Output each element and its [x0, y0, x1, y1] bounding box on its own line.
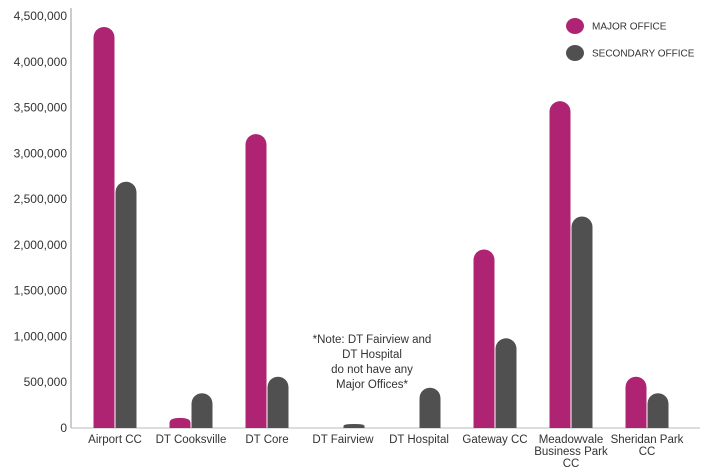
- secondary-office-bar: [647, 393, 669, 428]
- secondary-office-bar: [343, 424, 365, 428]
- y-tick-label: 1,000,000: [14, 329, 68, 343]
- legend-label-secondary-office: SECONDARY OFFICE: [592, 49, 695, 60]
- secondary-office-bar: [191, 393, 213, 428]
- major-office-bar: [549, 101, 571, 429]
- legend: MAJOR OFFICE SECONDARY OFFICE: [566, 18, 695, 61]
- x-category-label: Sheridan Park CC: [611, 434, 684, 458]
- secondary-office-bar: [571, 216, 593, 428]
- x-category-label: DT Hospital: [389, 434, 449, 446]
- x-category-label-line: Business Park: [534, 446, 608, 458]
- x-category-label: Airport CC: [88, 434, 142, 446]
- x-category-label: Gateway CC: [462, 434, 527, 446]
- y-tick-label: 500,000: [24, 375, 68, 389]
- x-category-label: DT Fairview: [312, 434, 374, 446]
- y-tick-label: 0: [60, 421, 67, 435]
- y-tick-label: 4,000,000: [14, 55, 68, 69]
- legend-swatch-major-office: [566, 18, 584, 34]
- x-category-label: DT Cooksville: [156, 434, 227, 446]
- x-category-label: Meadowvale Business Park CC: [534, 434, 608, 470]
- note-text: *Note: DT Fairview and DT Hospital do not …: [313, 334, 432, 391]
- major-office-bar: [169, 417, 191, 428]
- legend-swatch-secondary-office: [566, 45, 584, 61]
- x-category-label-line: Meadowvale: [539, 434, 604, 446]
- x-category-label-line: Gateway CC: [462, 434, 527, 446]
- x-category-label-line: CC: [639, 446, 656, 458]
- x-category-label-line: Airport CC: [88, 434, 142, 446]
- major-office-bar: [93, 26, 115, 429]
- y-tick-label: 3,000,000: [14, 146, 68, 160]
- y-tick-label: 3,500,000: [14, 101, 68, 115]
- bar-marks: [93, 26, 669, 429]
- x-category-label-line: DT Fairview: [312, 434, 374, 446]
- x-category-label: DT Core: [245, 434, 288, 446]
- legend-label-major-office: MAJOR OFFICE: [592, 22, 667, 33]
- x-category-label-line: Sheridan Park: [611, 434, 684, 446]
- secondary-office-bar: [419, 387, 441, 428]
- y-tick-label: 1,500,000: [14, 284, 68, 298]
- major-office-bar: [473, 249, 495, 428]
- x-category-label-line: CC: [563, 458, 580, 470]
- secondary-office-bar: [115, 181, 137, 428]
- note-line: DT Hospital: [342, 349, 402, 361]
- secondary-office-bar: [267, 376, 289, 428]
- y-tick-label: 4,500,000: [14, 9, 68, 23]
- note-line: do not have any: [331, 364, 413, 376]
- x-category-label-line: DT Core: [245, 434, 288, 446]
- major-office-bar: [245, 134, 267, 428]
- y-tick-label: 2,500,000: [14, 192, 68, 206]
- note-line: *Note: DT Fairview and: [313, 334, 432, 346]
- x-category-label-line: DT Hospital: [389, 434, 449, 446]
- note-line: Major Offices*: [336, 379, 409, 391]
- x-axis-category-labels: Airport CC DT Cooksville DT Core DT Fairvie…: [88, 434, 684, 470]
- major-office-bar: [625, 376, 647, 428]
- x-category-label-line: DT Cooksville: [156, 434, 227, 446]
- y-axis-tick-labels: 0 500,000 1,000,000 1,500,000 2,000,000 2,500…: [14, 9, 68, 435]
- y-tick-label: 2,000,000: [14, 238, 68, 252]
- secondary-office-bar: [495, 338, 517, 428]
- chart-annotation-note: *Note: DT Fairview and DT Hospital do not …: [313, 334, 432, 391]
